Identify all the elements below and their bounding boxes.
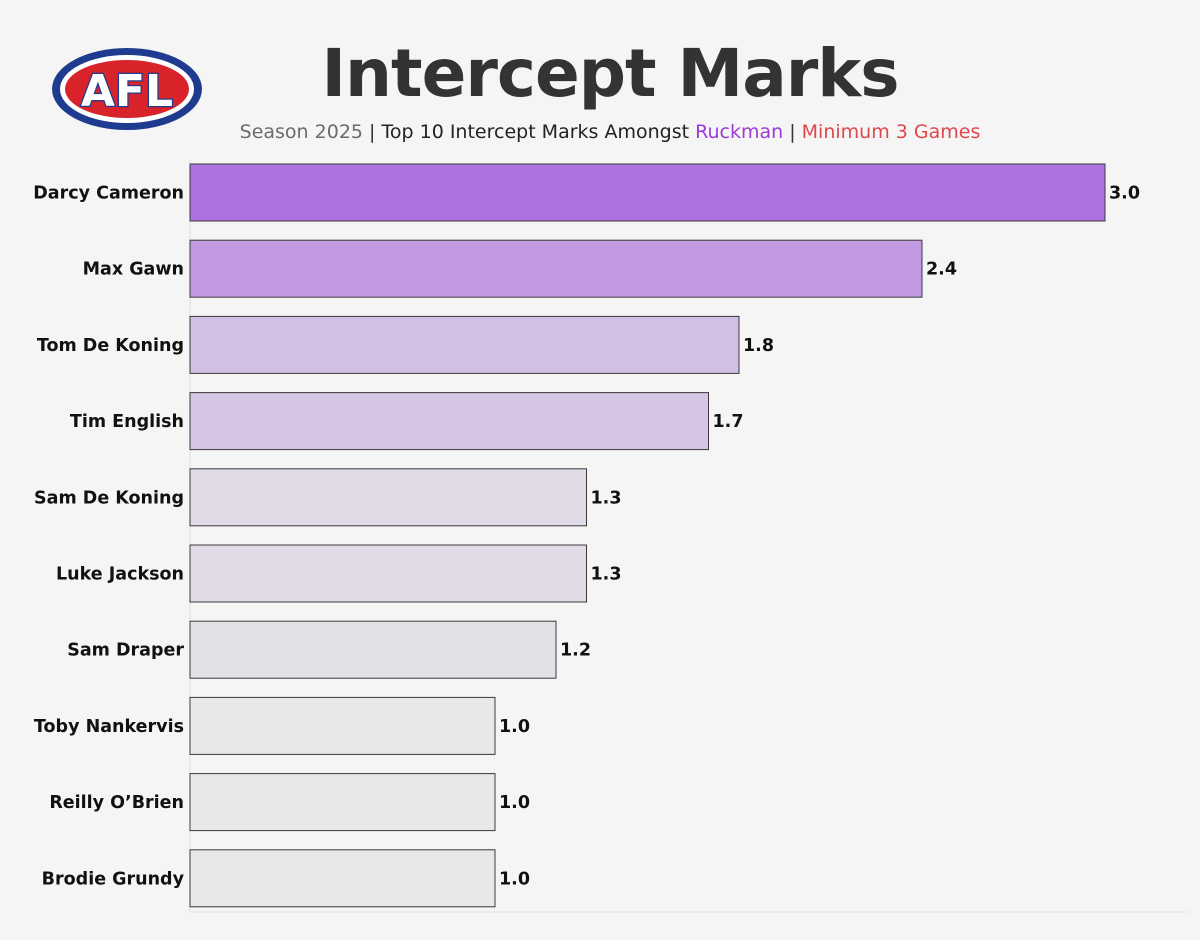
bar [189,239,923,298]
bar [189,163,1106,222]
bar [189,315,740,374]
category-label: Darcy Cameron [33,184,184,204]
value-label: 1.0 [499,793,530,813]
category-label: Tom De Koning [37,336,184,356]
afl-logo: AFL [52,48,202,130]
value-label: 1.2 [560,641,591,661]
value-label: 1.7 [713,412,744,432]
category-label: Sam De Koning [34,488,184,508]
category-label: Brodie Grundy [42,869,185,889]
category-label: Reilly O’Brien [49,793,184,813]
bar [189,544,587,603]
category-label: Toby Nankervis [34,717,184,737]
bar [189,620,557,679]
afl-logo-text: AFL [81,66,173,117]
bars-group: Darcy Cameron 3.0 Max Gawn 2.4 Tom De Koning… [33,163,1140,908]
chart-title: Intercept Marks [321,35,899,112]
value-label: 3.0 [1109,184,1140,204]
subtitle-separator: | [369,121,376,143]
bar [189,773,496,832]
subtitle-filter: Minimum 3 Games [801,121,981,143]
value-label: 1.8 [743,336,774,356]
subtitle-position: Ruckman [695,121,784,143]
category-label: Sam Draper [67,641,184,661]
subtitle-separator-2: | [789,121,796,143]
bar [189,468,587,527]
chart-subtitle: Season 2025 | Top 10 Intercept Marks Amo… [190,119,1030,145]
bar [189,696,496,755]
subtitle-season: Season 2025 [239,121,363,143]
value-label: 1.0 [499,717,530,737]
category-label: Max Gawn [83,260,184,280]
category-label: Tim English [70,412,184,432]
value-label: 1.0 [499,869,530,889]
subtitle-main: Top 10 Intercept Marks Amongst [381,121,690,143]
category-label: Luke Jackson [56,565,184,585]
bar [189,392,709,451]
bar [189,849,496,908]
value-label: 1.3 [591,488,622,508]
value-label: 2.4 [926,260,957,280]
value-label: 1.3 [591,565,622,585]
